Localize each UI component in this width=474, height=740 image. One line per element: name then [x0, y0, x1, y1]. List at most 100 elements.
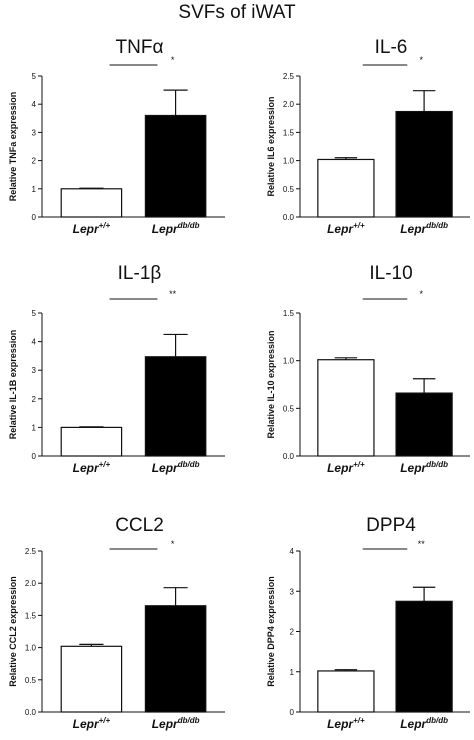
panel-title: IL-10: [369, 263, 412, 284]
panel-4: IL-10 0.0 0.5 1.0 1.5 Relative IL-10 expressi…: [266, 263, 470, 475]
y-tick-label: 2: [32, 157, 37, 166]
x-category-label: Leprdb/db: [152, 460, 200, 475]
x-label-sup: +/+: [353, 716, 365, 725]
bar-lepr-dbdb: [144, 605, 207, 713]
x-label-base: Lepr: [400, 222, 427, 236]
x-label-sup: db/db: [426, 716, 448, 725]
x-category-label: Lepr+/+: [327, 716, 365, 731]
y-tick-label: 0: [32, 452, 37, 461]
y-tick-label: 3: [32, 128, 37, 137]
x-label-base: Lepr: [327, 717, 354, 731]
x-label-base: Lepr: [327, 222, 354, 236]
panel-title: IL-1β: [118, 263, 162, 284]
y-tick-label: 2: [32, 395, 37, 404]
bar-lepr-dbdb: [144, 356, 207, 457]
y-tick-label: 5: [32, 72, 37, 81]
y-tick-label: 4: [32, 100, 37, 109]
x-label-sup: +/+: [99, 716, 111, 725]
panel-2: IL-6 0.0 0.5 1.0 1.5 2.0 2.5 Relative IL6 expre…: [266, 37, 470, 236]
x-category-label: Leprdb/db: [400, 716, 448, 731]
y-tick-label: 1.5: [25, 611, 37, 620]
y-axis-label: Relative IL-1B expression: [8, 330, 18, 440]
x-category-label: Lepr+/+: [73, 221, 111, 236]
significance-marker: *: [171, 539, 175, 549]
panel-title: CCL2: [115, 515, 164, 536]
y-tick-label: 1: [290, 668, 295, 677]
y-tick-label: 5: [32, 309, 37, 318]
panel-3: IL-1β 0 1 2 3 4 5 Relative IL-1B expression Lepr…: [8, 263, 225, 475]
y-tick-label: 1.0: [283, 157, 295, 166]
y-axis-label: Relative IL-10 expression: [266, 330, 276, 438]
significance-marker: *: [171, 55, 175, 65]
x-label-sup: db/db: [178, 221, 200, 230]
x-category-label: Lepr+/+: [327, 460, 365, 475]
significance-marker: **: [169, 289, 177, 299]
bar-lepr-dbdb: [395, 392, 453, 457]
x-label-base: Lepr: [400, 461, 427, 475]
x-label-sup: +/+: [353, 460, 365, 469]
bar-lepr-dbdb: [395, 110, 453, 218]
bar-lepr-wt: [317, 670, 375, 713]
panel-title: TNFα: [116, 37, 164, 58]
x-label-sup: +/+: [99, 460, 111, 469]
y-tick-label: 1.0: [283, 357, 295, 366]
x-label-sup: db/db: [426, 460, 448, 469]
x-label-base: Lepr: [73, 222, 100, 236]
x-label-base: Lepr: [73, 717, 100, 731]
y-tick-label: 0: [32, 213, 37, 222]
y-tick-label: 2: [290, 628, 295, 637]
y-tick-label: 0.5: [283, 185, 295, 194]
y-tick-label: 2.0: [25, 579, 37, 588]
x-category-label: Lepr+/+: [73, 716, 111, 731]
significance-marker: **: [418, 539, 426, 549]
x-label-base: Lepr: [152, 222, 179, 236]
x-category-label: Leprdb/db: [152, 716, 200, 731]
y-tick-label: 1.5: [283, 309, 295, 318]
y-tick-label: 0.0: [25, 708, 37, 717]
panel-5: CCL2 0.0 0.5 1.0 1.5 2.0 2.5 Relative CCL2 expr…: [8, 515, 225, 731]
y-tick-label: 1.5: [283, 128, 295, 137]
significance-marker: *: [420, 289, 424, 299]
bar-lepr-wt: [317, 158, 375, 218]
figure-title: SVFs of iWAT: [178, 2, 296, 23]
x-label-sup: db/db: [178, 716, 200, 725]
y-tick-label: 0: [290, 708, 295, 717]
y-tick-label: 0.5: [25, 676, 37, 685]
y-axis-label: Relative DPP4 expression: [266, 576, 276, 687]
y-tick-label: 1: [32, 185, 37, 194]
x-label-sup: db/db: [178, 460, 200, 469]
panel-title: DPP4: [366, 515, 416, 536]
y-axis-label: Relative TNFa expression: [8, 92, 18, 202]
x-label-sup: +/+: [353, 221, 365, 230]
x-label-base: Lepr: [400, 717, 427, 731]
x-category-label: Leprdb/db: [152, 221, 200, 236]
y-axis-label: Relative CCL2 expression: [8, 576, 18, 687]
x-label-sup: db/db: [426, 221, 448, 230]
y-tick-label: 1: [32, 423, 37, 432]
y-tick-label: 2.0: [283, 100, 295, 109]
y-tick-label: 0.0: [283, 452, 295, 461]
x-category-label: Leprdb/db: [400, 221, 448, 236]
bar-lepr-wt: [60, 426, 123, 457]
y-tick-label: 0.5: [283, 404, 295, 413]
y-tick-label: 2.5: [283, 72, 295, 81]
bar-lepr-dbdb: [144, 114, 207, 218]
x-category-label: Lepr+/+: [73, 460, 111, 475]
x-label-base: Lepr: [327, 461, 354, 475]
x-label-base: Lepr: [152, 461, 179, 475]
x-label-sup: +/+: [99, 221, 111, 230]
y-tick-label: 0.0: [283, 213, 295, 222]
y-tick-label: 3: [32, 366, 37, 375]
x-label-base: Lepr: [152, 717, 179, 731]
bar-lepr-wt: [317, 359, 375, 457]
x-category-label: Leprdb/db: [400, 460, 448, 475]
significance-marker: *: [420, 55, 424, 65]
x-label-base: Lepr: [73, 461, 100, 475]
y-tick-label: 3: [290, 587, 295, 596]
bar-lepr-wt: [60, 188, 123, 218]
y-tick-label: 2.5: [25, 547, 37, 556]
y-axis-label: Relative IL6 expression: [266, 96, 276, 196]
